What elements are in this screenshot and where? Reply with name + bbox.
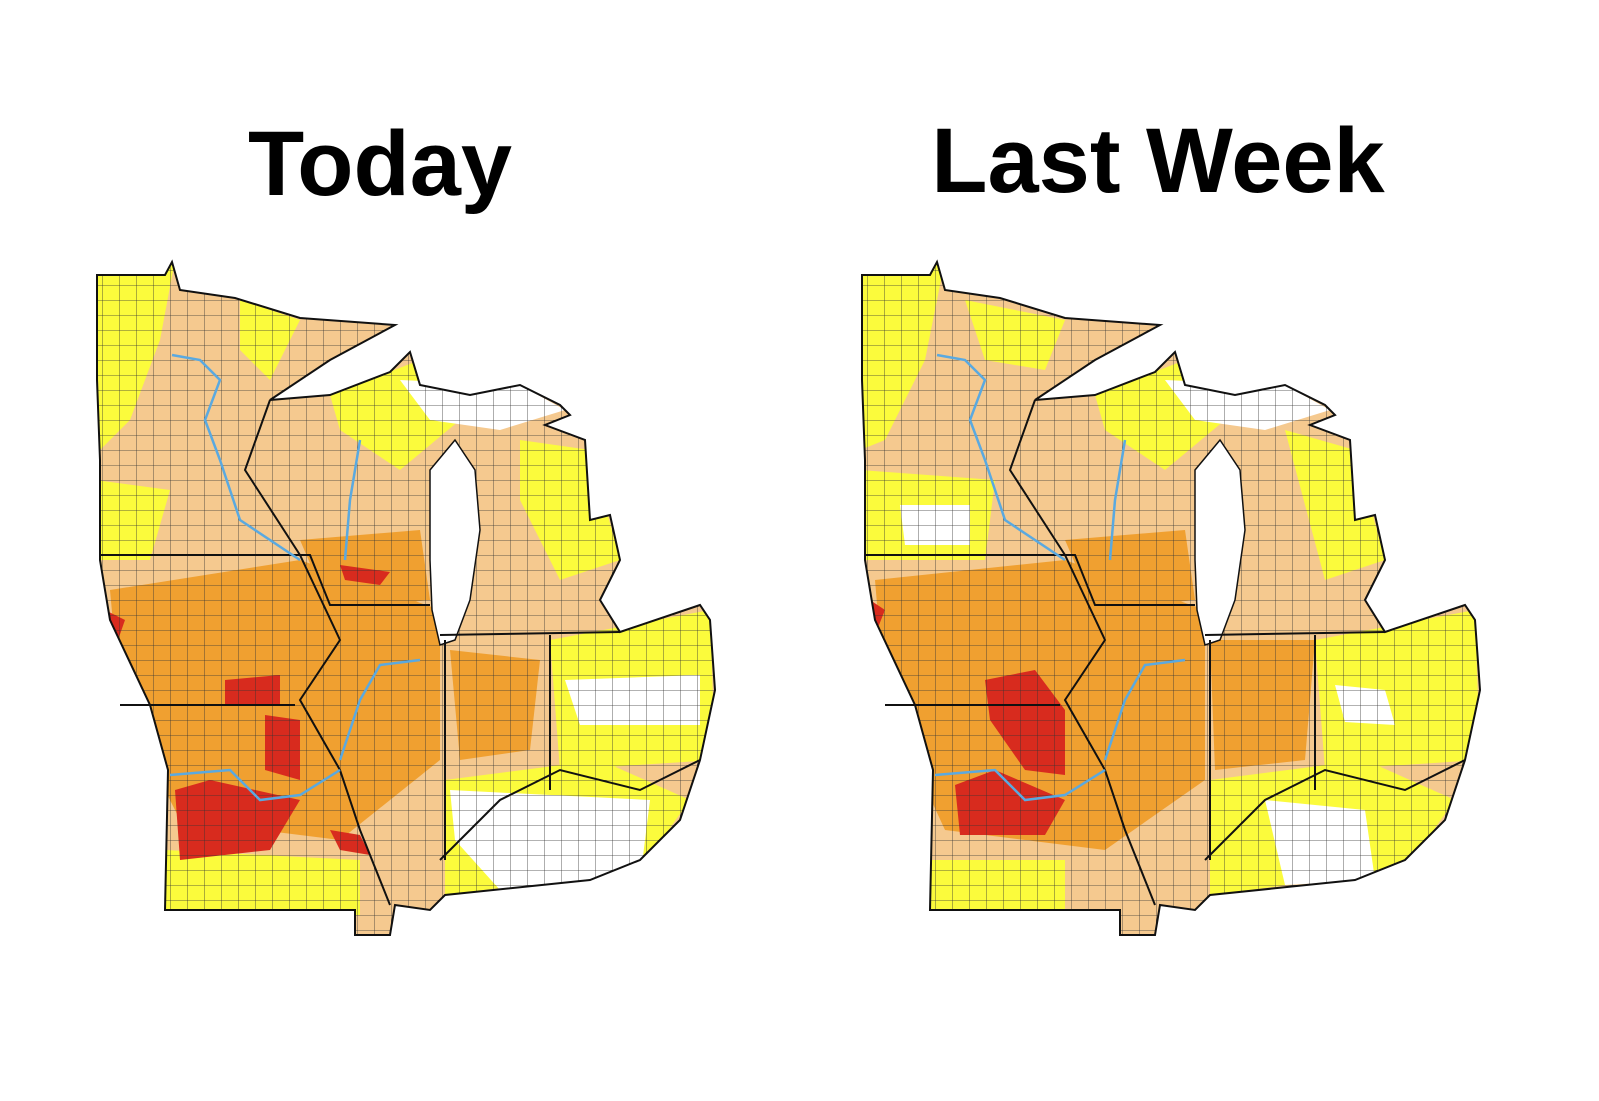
map-title: Today — [248, 113, 512, 215]
map-title: Last Week — [931, 110, 1385, 212]
drought-map — [861, 261, 1481, 936]
drought-map — [96, 261, 716, 936]
